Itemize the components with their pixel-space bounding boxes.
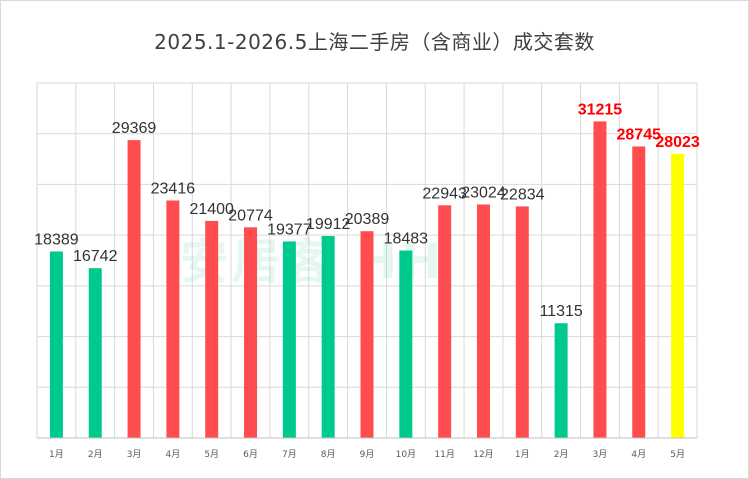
data-label: 28745 — [617, 126, 662, 143]
gridlines — [36, 82, 698, 439]
x-tick-label: 4月 — [631, 449, 646, 460]
x-tick-label: 5月 — [204, 449, 219, 460]
data-label: 18483 — [384, 231, 429, 248]
x-tick-label: 9月 — [360, 449, 375, 460]
x-tick-label: 1月 — [49, 449, 64, 460]
data-label: 22943 — [422, 185, 467, 202]
bar — [321, 236, 335, 438]
bars — [49, 121, 685, 438]
x-tick-label: 3月 — [593, 449, 608, 460]
bar — [399, 250, 413, 438]
bar — [360, 231, 374, 438]
data-label: 23024 — [461, 184, 506, 201]
bar — [515, 206, 529, 438]
data-label: 19912 — [306, 216, 351, 233]
bar — [166, 200, 180, 438]
x-tick-label: 6月 — [243, 449, 258, 460]
data-label: 21400 — [189, 201, 234, 218]
data-label: 18389 — [34, 231, 79, 248]
watermark: 安居客 HH — [180, 234, 445, 290]
x-axis-tick-labels: 1月 2月 3月 4月 5月 6月 7月 8月 9月 10月 11月 12月 1月 2月 3月 4月 5月 — [49, 449, 685, 460]
data-label: 11315 — [539, 303, 582, 320]
bar — [49, 251, 63, 438]
x-tick-label: 8月 — [321, 449, 336, 460]
bar — [476, 204, 490, 438]
bar — [205, 220, 219, 438]
bar — [127, 140, 141, 438]
data-label: 19377 — [267, 221, 312, 238]
bar — [88, 268, 102, 438]
bar — [632, 146, 646, 438]
x-tick-label: 3月 — [127, 449, 142, 460]
x-tick-label: 7月 — [282, 449, 297, 460]
data-label: 28023 — [655, 134, 700, 151]
data-label: 20389 — [345, 211, 390, 228]
bar — [438, 205, 452, 438]
x-tick-label: 2月 — [554, 449, 569, 460]
data-label: 22834 — [500, 186, 545, 203]
data-label: 16742 — [73, 248, 118, 265]
x-tick-label: 11月 — [434, 449, 454, 460]
bar — [244, 227, 258, 438]
data-label: 29369 — [112, 120, 157, 137]
x-tick-label: 1月 — [515, 449, 530, 460]
bar — [671, 153, 685, 438]
x-tick-label: 10月 — [396, 449, 416, 460]
x-tick-label: 12月 — [473, 449, 493, 460]
chart-title: 2025.1-2026.5上海二手房（含商业）成交套数 — [154, 30, 595, 54]
data-label: 31215 — [578, 101, 623, 118]
data-label: 20774 — [228, 207, 273, 224]
x-tick-label: 4月 — [166, 449, 181, 460]
bar — [593, 121, 607, 438]
x-tick-label: 2月 — [88, 449, 103, 460]
x-tick-label: 5月 — [670, 449, 685, 460]
bar — [282, 241, 296, 438]
data-label: 23416 — [151, 180, 196, 197]
bar — [554, 323, 568, 438]
